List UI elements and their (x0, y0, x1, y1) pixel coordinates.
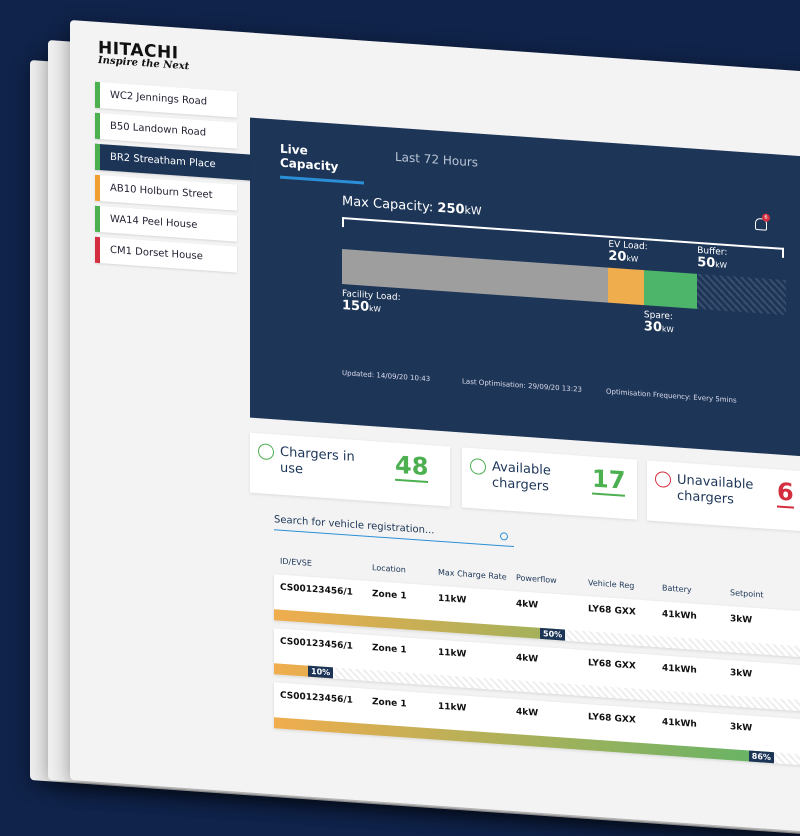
unit: kW (626, 253, 639, 264)
cell: 11kW (438, 593, 467, 606)
tab[interactable]: Last 72 Hours (395, 149, 479, 170)
segment-label: EV Load: 20kW (608, 240, 647, 267)
unit: kW (464, 203, 482, 218)
segment-label: Buffer: 50kW (697, 246, 727, 272)
cell: LY68 GXX (588, 604, 636, 618)
site-item[interactable]: WA14 Peel House (95, 205, 237, 242)
cell: 3kW (730, 668, 753, 680)
cell: CS00123456/1 (280, 636, 353, 652)
stat-card: Chargers in use 48 (250, 432, 450, 507)
stat-card: Available chargers 17 (462, 447, 637, 520)
unit: kW (662, 324, 674, 335)
value: 30 (643, 319, 662, 336)
cell: 3kW (730, 614, 753, 626)
max-line (342, 217, 784, 250)
progress-label: 86% (748, 750, 774, 764)
cell: 3kW (730, 722, 753, 734)
footer-text: Updated: 14/09/20 10:43 (342, 369, 431, 384)
cell: Zone 1 (372, 643, 407, 656)
stat-label: Chargers in use (280, 444, 355, 478)
stat-icon (258, 443, 274, 461)
page: HITACHI Inspire the Next WC2 Jennings Ro… (0, 0, 800, 720)
value: 50 (697, 254, 716, 272)
segment-label: Spare: 30kW (644, 310, 674, 336)
footer-text: Optimisation Frequency: Every 5mins (606, 387, 737, 405)
value: 150 (342, 298, 370, 315)
unit: kW (369, 303, 381, 314)
column-header: Vehicle Reg (588, 578, 635, 591)
progress-label: 50% (540, 627, 566, 641)
cell: CS00123456/1 (280, 690, 353, 706)
cell: 41kWh (662, 663, 697, 676)
capacity-bar: Facility Load: 150kW EV Load: 20kW Spare: 30k… (342, 240, 786, 335)
progress-label: 10% (308, 665, 334, 679)
cell: 41kWh (662, 609, 697, 622)
stat-card: Unavailable chargers 6 (647, 460, 800, 533)
site-item[interactable]: WC2 Jennings Road (95, 81, 237, 118)
cell: CS00123456/1 (280, 582, 353, 598)
column-header: Battery (662, 583, 692, 595)
stat-label: Unavailable chargers (677, 472, 754, 508)
column-header: Powerflow (516, 573, 557, 586)
cell: 11kW (438, 701, 467, 714)
badge: 6 (762, 213, 770, 222)
footer-text: Last Optimisation: 29/09/20 13:23 (462, 377, 582, 394)
cell: Zone 1 (372, 697, 407, 710)
cell: 4kW (516, 599, 539, 611)
cell: 4kW (516, 707, 539, 719)
column-header: ID/EVSE (280, 556, 312, 568)
site-list: WC2 Jennings Road B50 Landown Road BR2 Str… (95, 81, 260, 278)
site-item[interactable]: CM1 Dorset House (95, 236, 237, 273)
stat-value: 6 (777, 477, 794, 509)
tab[interactable]: Live Capacity (280, 141, 364, 185)
stat-icon (470, 457, 486, 476)
stat-icon (655, 470, 671, 489)
logo: HITACHI Inspire the Next (98, 38, 189, 72)
stat-label: Available chargers (492, 459, 551, 495)
column-header: Setpoint (730, 588, 764, 600)
cell: 11kW (438, 647, 467, 660)
progress-fill (274, 717, 773, 764)
max-capacity: Max Capacity: 250kW (342, 194, 482, 219)
column-header: Location (372, 563, 406, 575)
stat-value: 17 (592, 464, 626, 497)
stat-value: 48 (395, 450, 429, 484)
cell: LY68 GXX (588, 658, 636, 672)
value: 250 (437, 200, 465, 218)
screen: HITACHI Inspire the Next WC2 Jennings Ro… (70, 20, 800, 835)
capacity-panel: Live Capacity Last 72 Hours 6 Max Capaci… (250, 117, 800, 461)
column-header: Max Charge Rate (438, 567, 507, 582)
bar-segment (608, 267, 644, 306)
segment-label: Facility Load: 150kW (342, 289, 401, 317)
bar-segment (643, 270, 698, 309)
progress-track: 86% (274, 717, 800, 769)
cell: Zone 1 (372, 589, 407, 602)
site-item[interactable]: B50 Landown Road (95, 112, 237, 149)
search-box[interactable]: Search for vehicle registration... (274, 514, 514, 548)
label: Max Capacity: (342, 194, 434, 216)
value: 20 (608, 248, 627, 265)
site-item[interactable]: AB10 Holburn Street (95, 174, 237, 211)
cell: 41kWh (662, 717, 697, 730)
unit: kW (715, 260, 728, 270)
bar-segment (697, 273, 786, 316)
cell: 4kW (516, 653, 539, 665)
cell: LY68 GXX (588, 712, 636, 726)
